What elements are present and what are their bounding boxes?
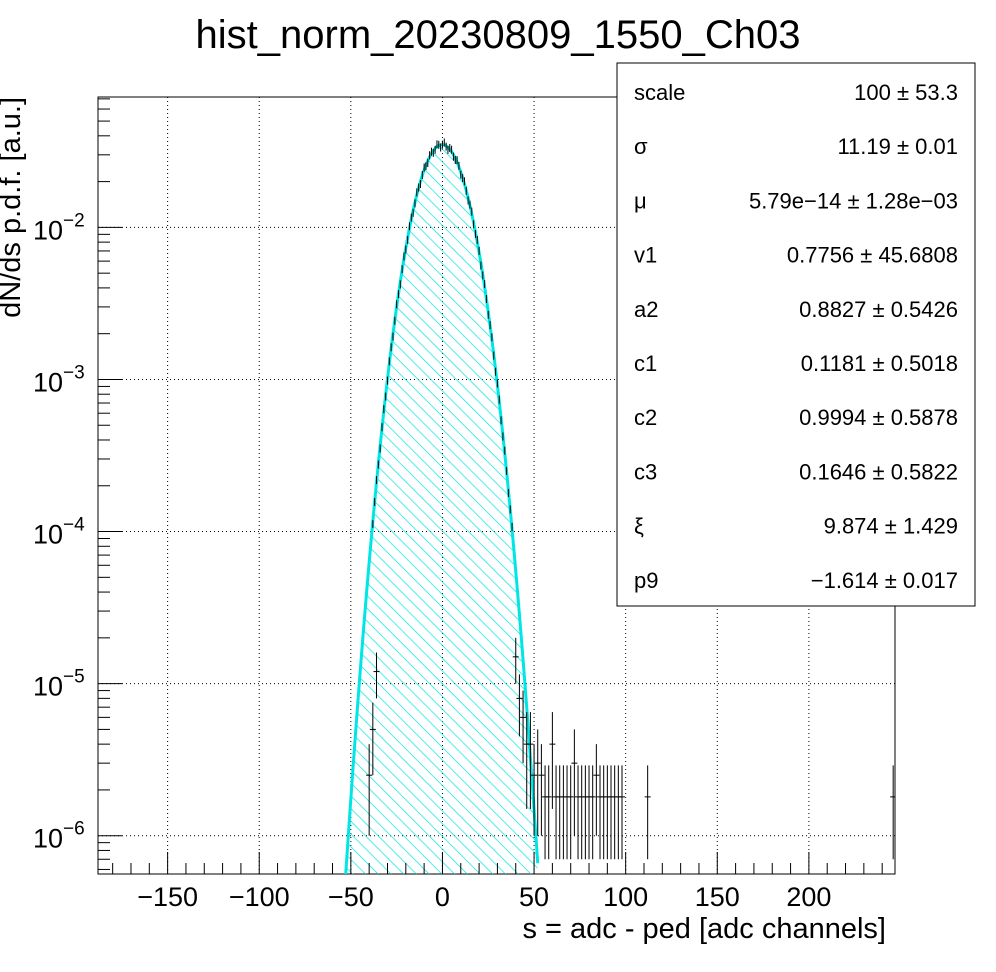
- y-tick-label: 10−6: [33, 819, 85, 854]
- x-axis-label: s = adc - ped [adc channels]: [522, 913, 886, 945]
- stats-param-name: ξ: [634, 514, 644, 539]
- chart-title: hist_norm_20230809_1550_Ch03: [196, 13, 801, 57]
- stats-param-name: p9: [634, 568, 658, 593]
- y-axis-label: dN/ds p.d.f. [a.u.]: [0, 97, 27, 318]
- stats-param-value: 100 ± 53.3: [854, 80, 958, 105]
- y-tick-label: 10−5: [33, 667, 85, 702]
- x-tick-label: −100: [229, 882, 290, 912]
- tick-labels: −150 −100 −50 0 50 100 150 200 10−6 10−5 10−4 10−3 1…: [33, 210, 831, 912]
- y-tick-label: 10−3: [33, 362, 85, 397]
- stats-param-value: 0.1646 ± 0.5822: [799, 459, 958, 484]
- y-tick-label: 10−2: [33, 210, 85, 245]
- data-points: [366, 138, 895, 860]
- x-tick-label: 100: [603, 882, 648, 912]
- stats-param-value: 0.9994 ± 0.5878: [799, 405, 958, 430]
- stats-param-name: a2: [634, 297, 658, 322]
- stats-param-value: 0.8827 ± 0.5426: [799, 297, 958, 322]
- stats-param-name: v1: [634, 243, 657, 268]
- x-tick-label: 50: [519, 882, 549, 912]
- stats-param-value: 9.874 ± 1.429: [824, 514, 958, 539]
- fit-layer: [341, 143, 540, 874]
- stats-box-frame: [616, 62, 976, 607]
- stats-param-value: −1.614 ± 0.017: [811, 568, 958, 593]
- x-tick-label: 0: [435, 882, 450, 912]
- stats-param-value: 0.1181 ± 0.5018: [801, 351, 958, 376]
- stats-param-name: μ: [634, 188, 647, 213]
- stats-param-name: c3: [634, 459, 657, 484]
- axis-ticks: [98, 98, 883, 874]
- stats-param-name: scale: [634, 80, 685, 105]
- fit-area: [341, 144, 538, 874]
- stats-box: scale 100 ± 53.3 σ 11.19 ± 0.01 μ 5.79e−14 ± …: [616, 62, 976, 607]
- stats-param-name: σ: [634, 134, 648, 159]
- x-tick-label: 150: [695, 882, 740, 912]
- y-tick-label: 10−4: [33, 515, 85, 550]
- stats-param-value: 5.79e−14 ± 1.28e−03: [749, 188, 958, 213]
- stats-param-value: 0.7756 ± 45.6808: [787, 243, 958, 268]
- x-tick-label: 200: [786, 882, 831, 912]
- x-tick-label: −150: [137, 882, 198, 912]
- x-tick-label: −50: [328, 882, 374, 912]
- stats-param-name: c2: [634, 405, 657, 430]
- stats-param-name: c1: [634, 351, 657, 376]
- stats-param-value: 11.19 ± 0.01: [837, 134, 958, 159]
